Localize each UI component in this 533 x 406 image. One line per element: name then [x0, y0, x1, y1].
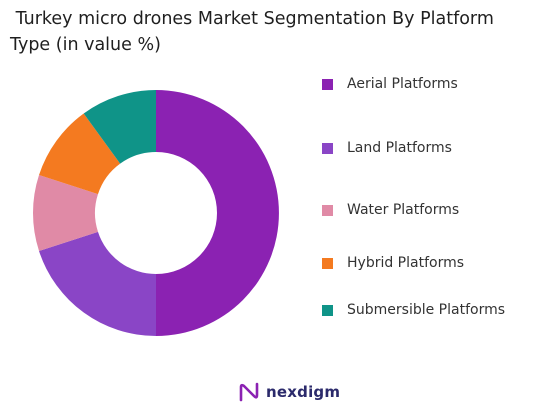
legend-item: Aerial Platforms — [322, 74, 532, 94]
donut-slice-submersible-platforms — [83, 90, 156, 164]
chart-title: Turkey micro drones Market Segmentation … — [10, 9, 500, 55]
legend-label: Water Platforms — [347, 202, 460, 218]
legend-item: Water Platforms — [322, 200, 532, 220]
legend-swatch — [322, 78, 333, 90]
donut-slice-hybrid-platforms — [39, 113, 121, 195]
legend-label: Aerial Platforms — [347, 76, 458, 92]
legend-item: Land Platforms — [322, 138, 532, 158]
nexdigm-logo-icon — [239, 382, 259, 402]
donut-slice-water-platforms — [32, 174, 98, 252]
donut-slice-land-platforms — [39, 231, 156, 336]
legend-swatch — [322, 304, 333, 316]
legend-label: Hybrid Platforms — [347, 255, 465, 271]
legend-swatch — [322, 142, 333, 154]
brand-name: nexdigm — [266, 383, 341, 401]
brand-logo: nexdigm — [238, 380, 340, 404]
legend-item: Submersible Platforms — [322, 300, 532, 320]
legend-label: Land Platforms — [347, 140, 452, 156]
donut-slice-aerial-platforms — [156, 90, 279, 336]
legend-swatch — [322, 257, 333, 269]
legend-label: Submersible Platforms — [347, 302, 506, 318]
legend-item: Hybrid Platforms — [322, 253, 532, 273]
legend-swatch — [322, 204, 333, 216]
